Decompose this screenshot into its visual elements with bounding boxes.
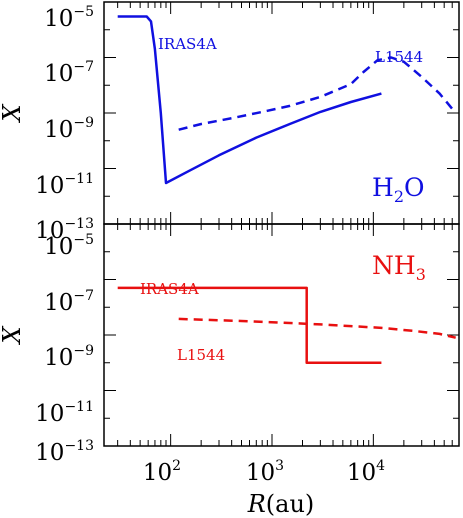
series-line-l1544-dashed [178,56,457,131]
y-tick-label: 10−7 [44,59,94,87]
y-tick-label: 10−11 [35,399,94,427]
y-tick-label: 10−5 [44,4,94,32]
series-line-iras4a-solid [117,286,382,365]
x-tick-label: 103 [246,458,284,486]
bottom-y-axis-label: X [0,326,26,346]
series-line-l1544-dashed [178,317,456,339]
series-line-iras4a-solid [117,15,382,185]
x-axis-label: R(au) [247,490,315,518]
y-tick-label: 10−7 [44,288,94,316]
top-y-tick-labels: 10−5 10−7 10−9 10−11 10−13 [35,4,94,244]
y-tick-label: 10−11 [35,171,94,199]
tick-marks [104,1,460,447]
bottom-y-tick-labels: 10−5 10−7 10−9 10−11 10−13 [35,232,94,466]
top-iras4a-label: IRAS4A [158,35,217,53]
bottom-l1544-label: L1544 [177,346,225,364]
top-l1544-label: L1544 [375,48,423,66]
x-tick-labels: 102 103 104 [143,458,385,486]
y-tick-label: 10−9 [44,115,94,143]
x-tick-label: 102 [143,458,181,486]
y-tick-label: 10−13 [35,216,94,244]
x-tick-label: 104 [347,458,385,486]
y-tick-label: 10−5 [44,232,94,260]
y-tick-label: 10−9 [44,343,94,371]
bottom-panel-series [117,286,456,365]
top-panel-series [117,15,457,185]
nh3-species-label: NH3 [372,251,426,284]
bottom-iras4a-label: IRAS4A [140,280,199,298]
h2o-species-label: H2O [372,173,425,206]
y-tick-label: 10−13 [35,438,94,466]
top-y-axis-label: X [0,104,26,124]
